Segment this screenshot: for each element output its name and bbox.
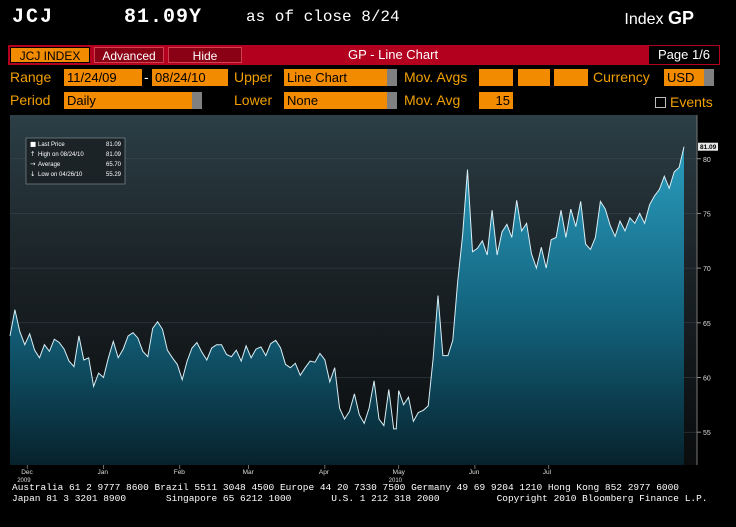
y-tick-label: 65 <box>703 321 711 328</box>
chart-legend: ■ Last Price 81.09 ↑ High on 08/24/10 81.09 → A… <box>25 137 126 185</box>
x-tick-label: Jul <box>543 469 552 476</box>
last-value-tag: 81.09 <box>698 142 718 151</box>
legend-label: High on 08/24/10 <box>38 152 84 158</box>
legend-label: Average <box>38 162 61 168</box>
mov-avg-2-field[interactable] <box>518 69 550 86</box>
range-label: Range <box>10 69 52 85</box>
footer-contacts: Australia 61 2 9777 8600 Brazil 5511 304… <box>12 482 732 504</box>
y-axis: 55 60 65 70 75 80 <box>697 157 711 437</box>
security-header: JCJ 81.09Y as of close 8/24 Index GP <box>0 0 736 38</box>
security-index-button[interactable]: JCJ INDEX <box>10 47 90 63</box>
period-dropdown-handle[interactable] <box>192 92 202 109</box>
legend-value: 65.70 <box>106 162 122 168</box>
events-toggle[interactable]: Events <box>655 94 713 110</box>
lower-select-dropdown-handle[interactable] <box>387 92 397 109</box>
mov-avg-label: Mov. Avg <box>404 92 461 108</box>
y-tick-label: 55 <box>703 430 711 437</box>
down-arrow-icon: ↓ <box>30 170 35 178</box>
x-tick-label: May <box>393 469 406 476</box>
currency-select[interactable]: USD <box>664 69 704 86</box>
range-start-field[interactable]: 11/24/09 <box>64 69 142 86</box>
x-axis: Dec 2009 Jan Feb Mar Apr May 2010 Jun Jul <box>17 465 552 482</box>
price-area <box>10 146 684 465</box>
legend-value: 81.09 <box>106 152 122 158</box>
currency-label: Currency <box>593 69 650 85</box>
currency-dropdown-handle[interactable] <box>704 69 714 86</box>
last-price: 81.09Y <box>124 6 203 29</box>
events-checkbox[interactable] <box>655 96 666 108</box>
price-line-chart[interactable]: 55 60 65 70 75 80 Dec 2009 Jan Feb Mar Apr May 2010 J… <box>0 110 736 482</box>
ticker-symbol: JCJ <box>12 6 55 29</box>
hide-button[interactable]: Hide <box>168 47 242 63</box>
footer-line-2: Japan 81 3 3201 8900 Singapore 65 6212 1… <box>12 493 708 504</box>
y-tick-label: 60 <box>703 376 711 383</box>
upper-chart-select[interactable]: Line Chart <box>284 69 387 86</box>
x-tick-label: Mar <box>243 469 255 476</box>
index-label: Index <box>624 11 664 28</box>
upper-select-dropdown-handle[interactable] <box>387 69 397 86</box>
square-marker-icon: ■ <box>30 140 36 148</box>
legend-box <box>25 137 126 185</box>
events-label: Events <box>670 94 713 110</box>
chart-function-title: GP - Line Chart <box>348 47 439 62</box>
price-line <box>9 146 685 430</box>
function-code: GP <box>667 8 694 28</box>
menu-bar: JCJ INDEX Advanced Hide GP - Line Chart … <box>8 45 720 65</box>
legend-value: 81.09 <box>106 142 122 148</box>
as-of-text: as of close 8/24 <box>246 8 400 26</box>
mov-avgs-label: Mov. Avgs <box>404 69 468 85</box>
x-year-label: 2010 <box>389 478 403 482</box>
mov-avg-1-field[interactable] <box>479 69 513 86</box>
mov-avg-3-field[interactable] <box>554 69 588 86</box>
x-year-label: 2009 <box>17 478 31 482</box>
up-arrow-icon: ↑ <box>30 150 35 158</box>
lower-label: Lower <box>234 92 273 108</box>
footer-line-1: Australia 61 2 9777 8600 Brazil 5511 304… <box>12 482 680 493</box>
x-tick-label: Jan <box>97 469 108 476</box>
mov-avg-field[interactable]: 15 <box>479 92 513 109</box>
period-select[interactable]: Daily <box>64 92 192 109</box>
legend-value: 55.29 <box>106 172 122 178</box>
range-separator: - <box>144 69 149 85</box>
x-tick-label: Feb <box>174 469 186 476</box>
last-value-tag-text: 81.09 <box>700 144 717 151</box>
function-label: Index GP <box>624 8 694 29</box>
y-tick-label: 80 <box>703 157 711 164</box>
legend-label: Last Price <box>38 142 65 148</box>
range-end-field[interactable]: 08/24/10 <box>152 69 228 86</box>
upper-label: Upper <box>234 69 273 85</box>
legend-label: Low on 04/26/10 <box>38 172 83 178</box>
page-indicator[interactable]: Page 1/6 <box>648 45 720 65</box>
advanced-button[interactable]: Advanced <box>94 47 164 63</box>
period-label: Period <box>10 92 51 108</box>
y-tick-label: 75 <box>703 211 711 218</box>
lower-chart-select[interactable]: None <box>284 92 387 109</box>
last-value-tag-box <box>698 142 718 151</box>
x-tick-label: Apr <box>319 469 330 476</box>
right-arrow-icon: → <box>30 160 36 168</box>
y-tick-label: 70 <box>703 266 711 273</box>
x-tick-label: Dec <box>21 469 33 476</box>
x-tick-label: Jun <box>469 469 480 476</box>
